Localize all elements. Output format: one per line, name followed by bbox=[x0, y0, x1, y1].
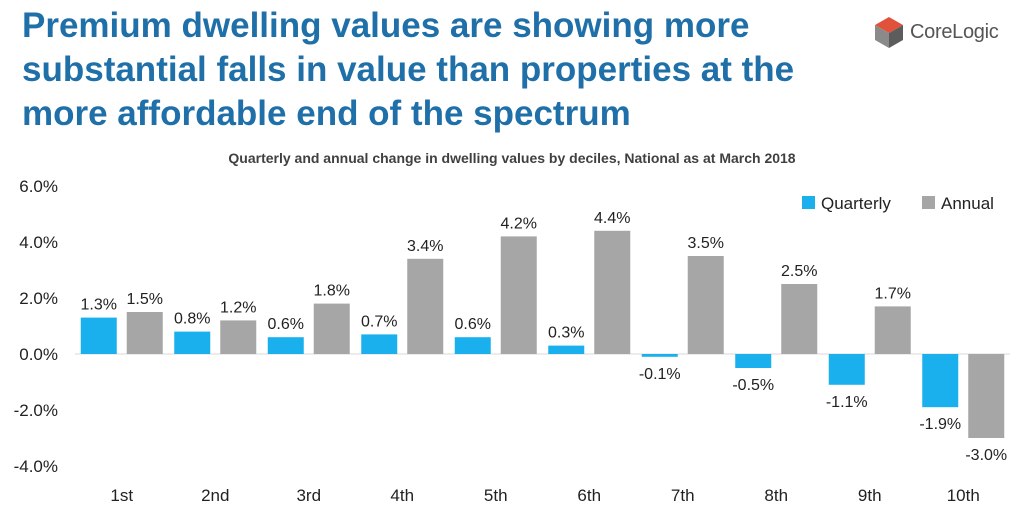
annual-bar bbox=[874, 306, 911, 354]
annual-data-label: 1.2% bbox=[220, 299, 256, 316]
quarterly-data-label: -1.9% bbox=[919, 416, 961, 433]
annual-data-label: 1.8% bbox=[314, 283, 350, 300]
quarterly-bar bbox=[454, 337, 491, 354]
corelogic-logo: CoreLogic bbox=[872, 12, 1022, 52]
category-label: 3rd bbox=[296, 486, 321, 505]
annual-bar bbox=[313, 303, 350, 354]
annual-data-label: 1.7% bbox=[875, 285, 911, 302]
y-tick-label: 4.0% bbox=[19, 233, 58, 252]
annual-bar bbox=[968, 354, 1005, 438]
annual-data-label: 3.5% bbox=[688, 235, 724, 252]
category-label: 8th bbox=[764, 486, 788, 505]
legend-swatch-annual bbox=[922, 196, 935, 209]
quarterly-data-label: 0.6% bbox=[268, 316, 304, 333]
category-label: 6th bbox=[577, 486, 601, 505]
quarterly-bar bbox=[267, 337, 304, 354]
quarterly-bar bbox=[922, 354, 959, 408]
category-label: 10th bbox=[947, 486, 980, 505]
quarterly-bar bbox=[828, 354, 865, 385]
annual-data-label: 4.2% bbox=[501, 215, 537, 232]
y-tick-label: 2.0% bbox=[19, 289, 58, 308]
y-tick-label: 6.0% bbox=[19, 177, 58, 196]
quarterly-data-label: 0.7% bbox=[361, 313, 397, 330]
annual-bar bbox=[220, 320, 257, 354]
annual-data-label: 1.5% bbox=[127, 291, 163, 308]
y-tick-label: -4.0% bbox=[14, 457, 58, 476]
annual-bar bbox=[781, 284, 818, 354]
quarterly-bar bbox=[361, 334, 398, 354]
annual-data-label: 3.4% bbox=[407, 238, 443, 255]
corelogic-cube-icon bbox=[875, 17, 903, 48]
category-label: 7th bbox=[671, 486, 695, 505]
annual-bar bbox=[126, 312, 163, 354]
y-tick-label: 0.0% bbox=[19, 345, 58, 364]
annual-data-label: -3.0% bbox=[965, 447, 1007, 464]
quarterly-data-label: 0.8% bbox=[174, 311, 210, 328]
annual-bar bbox=[407, 258, 444, 354]
quarterly-bar bbox=[80, 317, 117, 354]
quarterly-bar bbox=[641, 354, 678, 357]
legend-swatch-quarterly bbox=[802, 196, 815, 209]
quarterly-data-label: -1.1% bbox=[826, 394, 868, 411]
legend-label-quarterly: Quarterly bbox=[821, 194, 891, 213]
category-label: 5th bbox=[484, 486, 508, 505]
annual-bar bbox=[687, 256, 724, 354]
quarterly-bar bbox=[735, 354, 772, 368]
quarterly-bar bbox=[174, 331, 211, 354]
quarterly-bar bbox=[548, 345, 585, 354]
quarterly-data-label: 0.6% bbox=[455, 316, 491, 333]
category-label: 4th bbox=[390, 486, 414, 505]
chart-title: Quarterly and annual change in dwelling … bbox=[228, 150, 796, 166]
quarterly-data-label: 1.3% bbox=[81, 297, 117, 314]
quarterly-data-label: 0.3% bbox=[548, 325, 584, 342]
annual-bar bbox=[500, 236, 537, 354]
category-label: 2nd bbox=[201, 486, 229, 505]
category-label: 9th bbox=[858, 486, 882, 505]
annual-data-label: 4.4% bbox=[594, 210, 630, 227]
slide-title: Premium dwelling values are showing more… bbox=[22, 6, 795, 133]
quarterly-data-label: -0.1% bbox=[639, 366, 681, 383]
legend-label-annual: Annual bbox=[941, 194, 994, 213]
y-tick-label: -2.0% bbox=[14, 401, 58, 420]
quarterly-data-label: -0.5% bbox=[732, 377, 774, 394]
annual-data-label: 2.5% bbox=[781, 263, 817, 280]
annual-bar bbox=[594, 230, 631, 354]
logo-text: CoreLogic bbox=[910, 20, 999, 43]
category-label: 1st bbox=[110, 486, 133, 505]
